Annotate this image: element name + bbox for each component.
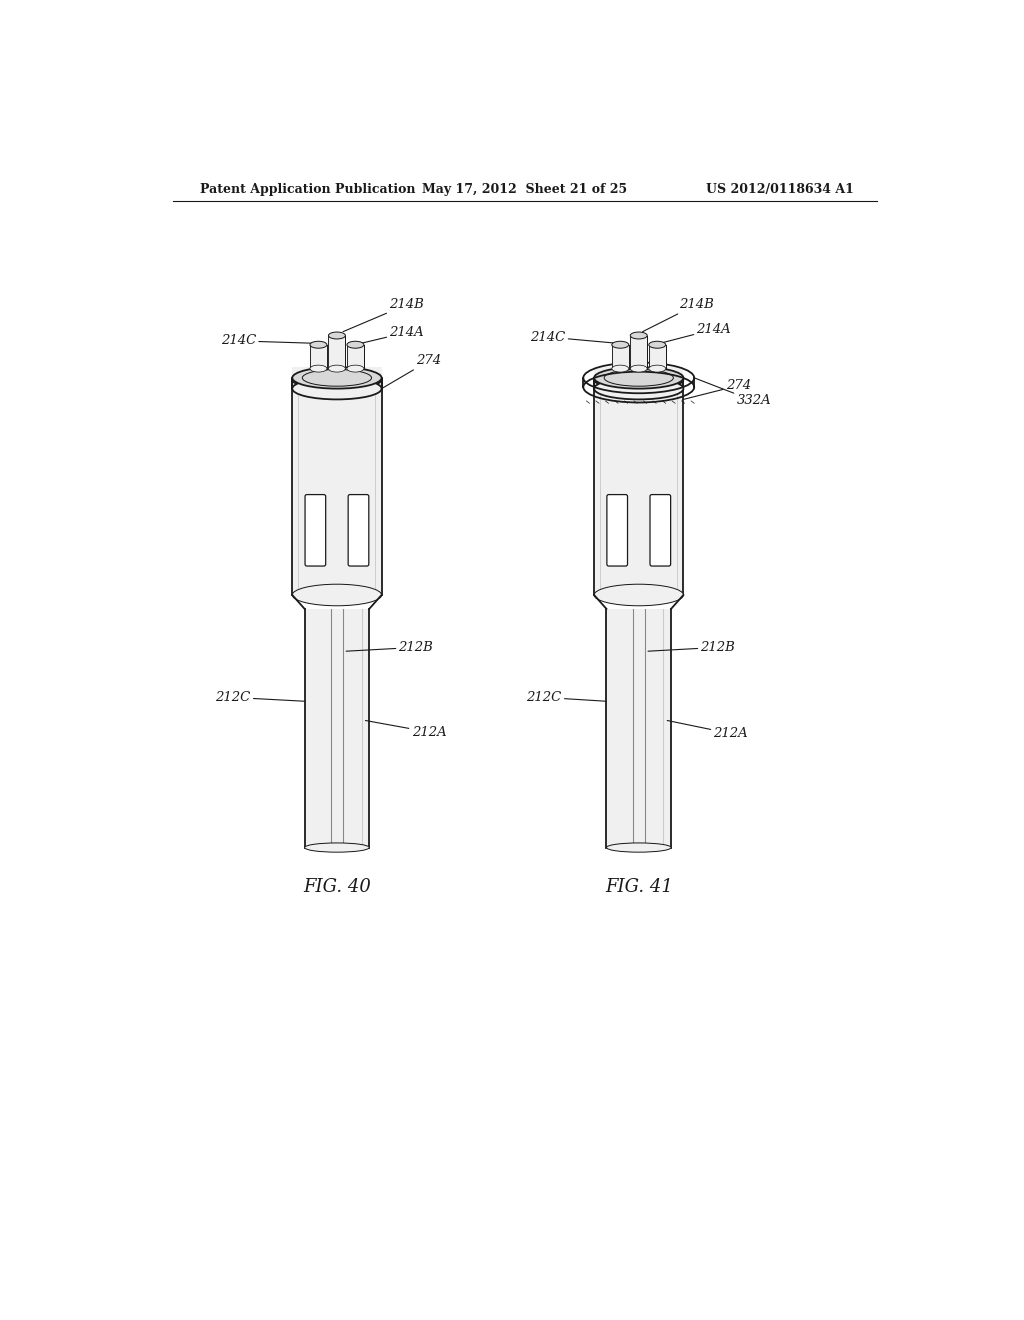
FancyBboxPatch shape — [348, 495, 369, 566]
Bar — [631, 335, 647, 368]
Ellipse shape — [594, 378, 683, 400]
Bar — [310, 345, 327, 368]
Ellipse shape — [292, 378, 382, 400]
Ellipse shape — [329, 366, 345, 372]
Text: May 17, 2012  Sheet 21 of 25: May 17, 2012 Sheet 21 of 25 — [422, 182, 628, 195]
Text: 214B: 214B — [343, 298, 424, 331]
Ellipse shape — [347, 342, 364, 348]
Bar — [347, 345, 364, 368]
Text: 214B: 214B — [643, 298, 714, 331]
Ellipse shape — [611, 366, 629, 372]
Ellipse shape — [347, 366, 364, 372]
Text: 212B: 212B — [346, 640, 433, 653]
Text: 212C: 212C — [215, 690, 304, 704]
Text: 332A: 332A — [694, 378, 771, 408]
Ellipse shape — [329, 333, 345, 339]
FancyBboxPatch shape — [650, 495, 671, 566]
Ellipse shape — [310, 366, 327, 372]
FancyBboxPatch shape — [607, 495, 628, 566]
Bar — [304, 609, 370, 847]
Bar — [329, 335, 345, 368]
Text: 212A: 212A — [668, 721, 749, 741]
Ellipse shape — [594, 585, 683, 606]
Text: US 2012/0118634 A1: US 2012/0118634 A1 — [707, 182, 854, 195]
Bar — [292, 379, 382, 387]
Ellipse shape — [304, 843, 370, 853]
Ellipse shape — [611, 342, 629, 348]
Ellipse shape — [310, 342, 327, 348]
Ellipse shape — [649, 366, 666, 372]
Ellipse shape — [292, 585, 382, 606]
Bar — [594, 379, 683, 387]
Text: 212B: 212B — [648, 640, 735, 653]
Text: FIG. 41: FIG. 41 — [605, 878, 673, 896]
Text: FIG. 40: FIG. 40 — [303, 878, 371, 896]
Text: 212A: 212A — [366, 721, 446, 739]
Text: 214C: 214C — [530, 330, 616, 343]
Text: 212C: 212C — [526, 690, 606, 704]
Bar — [292, 367, 382, 388]
Bar — [611, 345, 629, 368]
Text: 214A: 214A — [361, 326, 424, 343]
Ellipse shape — [649, 342, 666, 348]
Text: Patent Application Publication: Patent Application Publication — [200, 182, 416, 195]
Ellipse shape — [631, 366, 647, 372]
Bar — [594, 387, 683, 595]
Ellipse shape — [292, 368, 382, 391]
Bar — [292, 387, 382, 595]
Text: 274: 274 — [382, 354, 441, 388]
Ellipse shape — [631, 333, 647, 339]
Bar — [594, 367, 683, 388]
Ellipse shape — [292, 367, 382, 388]
Text: 214A: 214A — [664, 323, 731, 342]
Ellipse shape — [606, 843, 671, 853]
Bar — [649, 345, 666, 368]
Ellipse shape — [594, 367, 683, 388]
FancyBboxPatch shape — [305, 495, 326, 566]
Bar — [606, 609, 671, 847]
Text: 214C: 214C — [221, 334, 312, 347]
Ellipse shape — [594, 368, 683, 391]
Text: 274: 274 — [683, 379, 751, 400]
